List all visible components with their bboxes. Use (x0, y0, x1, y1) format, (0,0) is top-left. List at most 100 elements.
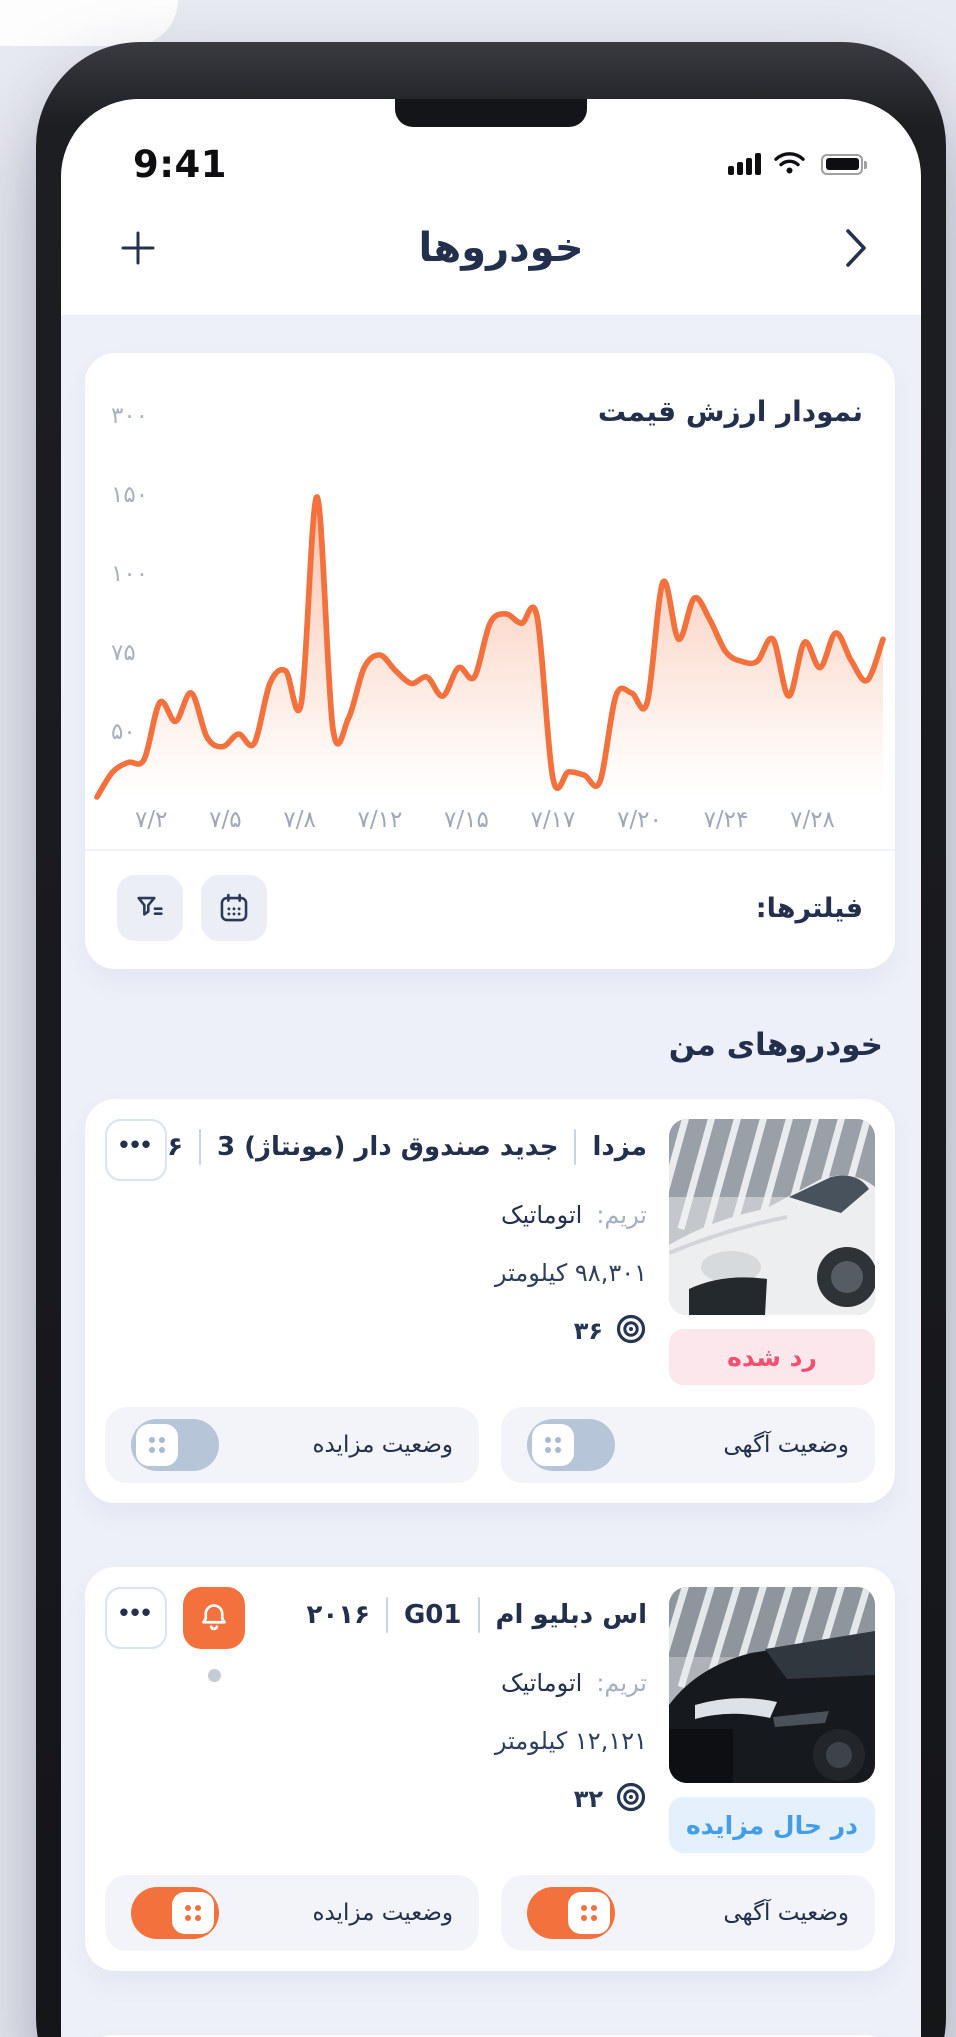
filter-funnel-icon (137, 896, 163, 916)
car-model: G01 (403, 1600, 462, 1630)
trim-value: اتوماتیک (501, 1669, 583, 1697)
more-options-button[interactable]: ••• (105, 1587, 167, 1649)
toggle-knob (172, 1892, 214, 1934)
y-tick-label: ۳۰۰ (111, 403, 149, 429)
chart-area-fill (97, 496, 883, 799)
back-button[interactable] (843, 226, 869, 270)
listing-status-label: وضعیت آگهی (723, 1900, 849, 1926)
listing-status-chip: وضعیت آگهی (501, 1407, 875, 1483)
views-icon (615, 1313, 647, 1349)
car-year: ۲۰۱۶ (306, 1600, 370, 1630)
content-area: نمودار ارزش قیمت ۳۰۰ ۱۵۰ ۱۰۰ ۷۵ ۵۰ (61, 315, 921, 2037)
car-photo (669, 1587, 875, 1783)
toggle-knob (136, 1424, 178, 1466)
y-tick-label: ۱۵۰ (111, 482, 149, 508)
x-tick-label: ۷/۲۴ (703, 807, 749, 833)
phone-screen: 9:41 (61, 99, 921, 2037)
y-tick-label: ۷۵ (111, 640, 136, 666)
notification-bell-button[interactable] (183, 1587, 245, 1649)
phone-frame: 9:41 (36, 42, 946, 2037)
x-tick-label: ۷/۱۷ (530, 807, 576, 833)
car-card-swm[interactable]: در حال مزایده اس دبلیو ام G01 ۲۰۱۶ (85, 1567, 895, 1971)
x-tick-label: ۷/۱۵ (444, 807, 489, 833)
notification-control (183, 1587, 245, 1682)
car-actions: ••• (105, 1587, 245, 1853)
toggle-row: وضعیت آگهی وضعیت مزایده (105, 1875, 875, 1951)
price-chart-card: نمودار ارزش قیمت ۳۰۰ ۱۵۰ ۱۰۰ ۷۵ ۵۰ (85, 353, 895, 969)
title-separator (477, 1597, 480, 1633)
app-header-area: 9:41 (61, 99, 921, 315)
auction-status-label: وضعیت مزایده (312, 1900, 454, 1926)
listing-status-label: وضعیت آگهی (723, 1432, 849, 1458)
auction-status-toggle[interactable] (131, 1419, 219, 1471)
x-tick-label: ۷/۸ (283, 807, 316, 833)
car-media: رد شده (669, 1119, 875, 1385)
y-tick-label: ۱۰۰ (111, 561, 149, 587)
chart-x-axis: ۷/۲ ۷/۵ ۷/۸ ۷/۱۲ ۷/۱۵ ۷/۱۷ ۷/۲۰ ۷/۲۴ ۷/۲۸ (85, 803, 895, 849)
car-card-mazda[interactable]: رد شده مزدا جدید صندوق دار (مونتاژ) 3 ۲۰… (85, 1099, 895, 1503)
listing-status-chip: وضعیت آگهی (501, 1875, 875, 1951)
mileage: ۹۸,۳۰۱ کیلومتر (494, 1259, 647, 1287)
car-title-row: اس دبلیو ام G01 ۲۰۱۶ (267, 1597, 647, 1633)
mileage: ۱۲,۱۲۱ کیلومتر (494, 1727, 647, 1755)
next-card-peek[interactable] (85, 2035, 895, 2037)
status-badge: در حال مزایده (669, 1797, 875, 1853)
views-row: ۳۲ (267, 1781, 647, 1817)
car-media: در حال مزایده (669, 1587, 875, 1853)
more-options-button[interactable]: ••• (105, 1119, 167, 1181)
status-bar: 9:41 (61, 99, 921, 195)
title-separator (385, 1597, 388, 1633)
chevron-right-icon (846, 229, 866, 267)
cellular-signal-icon (728, 153, 761, 175)
views-icon (615, 1781, 647, 1817)
trim-label: تریم: (596, 1201, 647, 1229)
phone-notch (395, 99, 587, 127)
toggle-knob (568, 1892, 610, 1934)
car-actions: ••• (105, 1119, 167, 1385)
filters-row: فیلترها: (85, 851, 895, 969)
trim-label: تریم: (596, 1669, 647, 1697)
x-tick-label: ۷/۱۲ (357, 807, 403, 833)
views-count: ۳۶ (573, 1317, 603, 1345)
toggle-row: وضعیت آگهی وضعیت مزایده (105, 1407, 875, 1483)
car-title-row: مزدا جدید صندوق دار (مونتاژ) 3 ۲۰۱۶ (119, 1129, 647, 1165)
listing-status-toggle[interactable] (527, 1887, 615, 1939)
bell-icon (202, 1604, 226, 1631)
price-chart: ۳۰۰ ۱۵۰ ۱۰۰ ۷۵ ۵۰ (94, 383, 886, 803)
nav-bar: خودروها (61, 195, 921, 309)
y-tick-label: ۵۰ (111, 719, 136, 745)
x-tick-label: ۷/۲۰ (617, 807, 662, 833)
filter-funnel-button[interactable] (117, 875, 183, 941)
title-separator (198, 1129, 201, 1165)
page-title: خودروها (418, 225, 584, 271)
status-icons (728, 151, 867, 178)
filters-label: فیلترها: (755, 892, 863, 924)
background-corner-shape (0, 0, 178, 46)
auction-status-chip: وضعیت مزایده (105, 1407, 479, 1483)
views-count: ۳۲ (573, 1785, 603, 1813)
auction-status-label: وضعیت مزایده (312, 1432, 454, 1458)
trim-value: اتوماتیک (501, 1201, 583, 1229)
title-separator (574, 1129, 577, 1165)
status-badge: رد شده (669, 1329, 875, 1385)
add-car-button[interactable] (117, 227, 159, 269)
auction-status-toggle[interactable] (131, 1887, 219, 1939)
car-info: مزدا جدید صندوق دار (مونتاژ) 3 ۲۰۱۶ تریم… (119, 1119, 647, 1385)
car-brand: اس دبلیو ام (495, 1600, 648, 1630)
x-tick-label: ۷/۲۸ (790, 807, 835, 833)
calendar-icon (220, 893, 248, 922)
my-cars-section-title: خودروهای من (668, 1027, 883, 1063)
car-brand: مزدا (592, 1132, 647, 1162)
chart-plot (94, 494, 886, 800)
chart-line (94, 494, 886, 800)
x-tick-label: ۷/۲ (135, 807, 168, 833)
x-tick-label: ۷/۵ (209, 807, 242, 833)
car-photo (669, 1119, 875, 1315)
car-info: اس دبلیو ام G01 ۲۰۱۶ تریم: اتوماتیک ۱۲,۱… (267, 1587, 647, 1853)
calendar-filter-button[interactable] (201, 875, 267, 941)
plus-icon (121, 231, 155, 265)
listing-status-toggle[interactable] (527, 1419, 615, 1471)
notification-dot (207, 1669, 221, 1682)
views-row: ۳۶ (189, 1313, 647, 1349)
